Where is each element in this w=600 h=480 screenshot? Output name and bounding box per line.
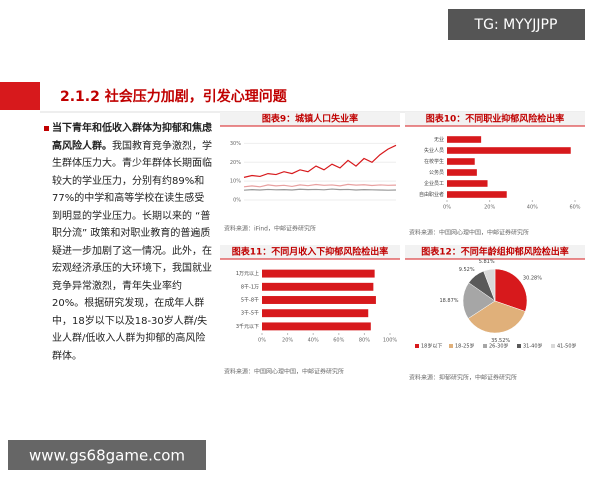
legend-swatch xyxy=(483,344,487,348)
data-label: 5.81% xyxy=(479,259,495,265)
legend-swatch xyxy=(517,344,521,348)
x-tick-label: 40% xyxy=(527,205,538,211)
data-label: 18.87% xyxy=(439,298,458,304)
chart-title: 图表11：不同月收入下抑郁风险检出率 xyxy=(232,246,389,258)
y-tick-label: 0% xyxy=(233,198,241,204)
body-text: 当下青年和低收入群体为抑郁和焦虑高风险人群。我国教育竞争激烈，学生群体压力大。青… xyxy=(52,120,212,365)
pie-slice xyxy=(467,300,526,334)
chart-source: 资料来源：中国网心理中国，中邮证券研究所 xyxy=(409,229,529,237)
y-tick-label: 自由职业者 xyxy=(419,191,444,198)
line xyxy=(243,188,397,191)
chart-title: 图表10：不同职业抑郁风险检出率 xyxy=(426,113,565,125)
chart-source: 资料来源：抑郁研究所，中邮证券研究所 xyxy=(409,374,517,382)
data-label: 35.52% xyxy=(491,338,510,344)
y-tick-label: 8千-1万 xyxy=(241,283,259,290)
x-tick-label: 60% xyxy=(333,338,344,344)
legend-label: 31-40岁 xyxy=(523,343,543,350)
bar xyxy=(447,169,477,176)
y-tick-label: 1万元以上 xyxy=(236,270,259,277)
bar xyxy=(447,158,475,165)
y-tick-label: 无业 xyxy=(434,136,444,143)
bar xyxy=(262,269,375,278)
data-label: 30.28% xyxy=(523,275,542,281)
legend-label: 41-50岁 xyxy=(557,343,577,350)
y-tick-label: 公务员 xyxy=(429,169,444,176)
pie-slice xyxy=(483,268,496,302)
legend-swatch xyxy=(449,344,453,348)
panel-header xyxy=(220,245,400,259)
panel-header xyxy=(405,112,585,126)
chart-source: 资料来源：中国网心理中国，中邮证券研究所 xyxy=(224,368,344,376)
x-tick-label: 100% xyxy=(383,338,398,344)
y-tick-label: 企业员工 xyxy=(424,180,444,187)
legend-label: 26-30岁 xyxy=(489,343,509,350)
legend-swatch xyxy=(551,344,555,348)
paragraph: 我国教育竞争激烈，学生群体压力大。青少年群体长期面临较大的学业压力，分别有约89… xyxy=(52,140,212,362)
x-tick-label: 20% xyxy=(484,205,495,211)
bullet xyxy=(44,126,49,131)
lead: 当下青年和低收入群体为抑郁和焦虑高风险人群。 xyxy=(52,123,212,152)
bar xyxy=(447,191,507,198)
chart-title: 图表9：城镇人口失业率 xyxy=(262,113,358,125)
x-tick-label: 80% xyxy=(359,338,370,344)
bar xyxy=(262,309,369,318)
x-tick-label: 60% xyxy=(569,205,580,211)
watermark-box xyxy=(8,440,206,470)
x-tick-label: 0% xyxy=(443,205,451,211)
y-tick-label: 在校学生 xyxy=(424,158,444,165)
y-tick-label: 5千-8千 xyxy=(241,297,259,304)
y-tick-label: 10% xyxy=(230,179,241,185)
x-tick-label: 40% xyxy=(308,338,319,344)
bar xyxy=(447,147,571,154)
x-tick-label: 20% xyxy=(282,338,293,344)
bar xyxy=(262,296,376,304)
data-label: 9.52% xyxy=(459,267,475,273)
bar xyxy=(262,282,374,291)
bar xyxy=(262,322,371,331)
bar xyxy=(447,136,482,143)
pie-slice xyxy=(494,268,528,312)
pie-slice xyxy=(462,282,496,319)
x-tick-label: 0% xyxy=(258,338,266,344)
y-tick-label: 3千元以下 xyxy=(236,323,259,330)
legend-label: 18-25岁 xyxy=(455,343,475,350)
line xyxy=(243,144,397,178)
panel-header xyxy=(220,112,400,126)
y-tick-label: 30% xyxy=(230,141,241,147)
legend-swatch xyxy=(415,344,419,348)
bar xyxy=(447,180,488,187)
y-tick-label: 3千-5千 xyxy=(241,310,259,317)
chart-source: 资料来源：iFind，中邮证券研究所 xyxy=(224,225,316,233)
title-bar xyxy=(0,82,40,110)
watermark-box xyxy=(448,9,585,40)
panel-header xyxy=(405,245,585,259)
legend-label: 18岁以下 xyxy=(421,343,442,350)
watermark-bottom: www.gs68game.com xyxy=(29,447,185,465)
y-tick-label: 失业人员 xyxy=(424,147,444,154)
chart-title: 图表12：不同年龄组抑郁风险检出率 xyxy=(421,246,569,258)
y-tick-label: 20% xyxy=(230,160,241,166)
line xyxy=(243,183,397,188)
watermark-top: TG: MYYJJPP xyxy=(474,17,558,33)
section-title: 2.1.2 社会压力加剧，引发心理问题 xyxy=(60,88,288,105)
